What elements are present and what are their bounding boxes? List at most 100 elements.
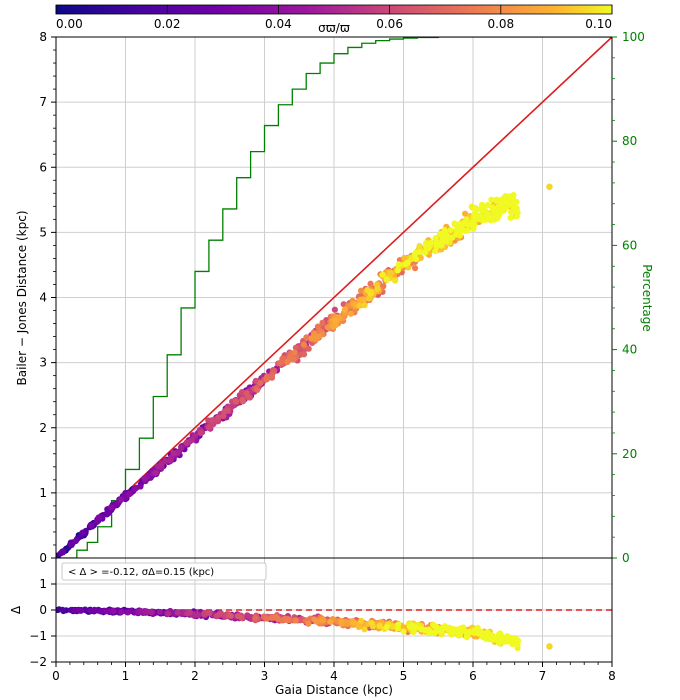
scatter-point bbox=[402, 261, 409, 268]
scatter-point bbox=[292, 344, 300, 351]
scatter-point bbox=[408, 255, 415, 263]
scatter-point bbox=[503, 203, 510, 210]
y-tick-label: −1 bbox=[29, 629, 47, 643]
scatter-point bbox=[331, 317, 338, 324]
colorbar-label: σϖ/ϖ bbox=[318, 21, 350, 35]
percentage-tick-label: 0 bbox=[622, 551, 630, 565]
scatter-point bbox=[205, 424, 213, 431]
scatter-point bbox=[365, 295, 373, 302]
residual-point bbox=[87, 607, 94, 614]
x-tick-label: 2 bbox=[191, 669, 199, 683]
scatter-point bbox=[438, 241, 445, 248]
colorbar-gradient bbox=[55, 4, 613, 15]
x-tick-label: 7 bbox=[539, 669, 547, 683]
scatter-point bbox=[498, 199, 505, 206]
scatter-point bbox=[452, 231, 460, 238]
scatter-point bbox=[197, 430, 204, 437]
residual-point bbox=[186, 609, 193, 616]
scatter-point bbox=[257, 380, 264, 387]
scatter-point bbox=[459, 226, 466, 234]
scatter-point bbox=[488, 196, 495, 203]
scatter-point bbox=[239, 398, 247, 405]
scatter-point bbox=[451, 220, 458, 227]
residual-point bbox=[431, 623, 438, 630]
y-tick-label: 1 bbox=[39, 577, 47, 591]
residual-scatter-points bbox=[56, 606, 553, 651]
x-axis-label: Gaia Distance (kpc) bbox=[275, 683, 393, 697]
scatter-point bbox=[413, 255, 420, 263]
x-tick-label: 8 bbox=[608, 669, 616, 683]
residual-point bbox=[390, 623, 397, 630]
scatter-point bbox=[215, 414, 222, 421]
y-tick-label: 0 bbox=[39, 603, 47, 617]
scatter-point bbox=[394, 267, 401, 274]
scatter-point bbox=[158, 460, 166, 467]
scatter-point bbox=[383, 276, 390, 283]
scatter-point bbox=[232, 398, 240, 405]
residual-point bbox=[174, 609, 181, 616]
y-tick-label: −2 bbox=[29, 655, 47, 669]
residual-point bbox=[216, 610, 223, 618]
scatter-point bbox=[315, 333, 323, 340]
main-y-axis-label: Bailer − Jones Distance (kpc) bbox=[15, 210, 29, 385]
residual-point bbox=[400, 628, 407, 635]
scatter-point bbox=[472, 204, 479, 212]
scatter-point bbox=[427, 239, 434, 246]
residual-point bbox=[358, 617, 365, 625]
scatter-point bbox=[152, 469, 159, 477]
scatter-point bbox=[284, 358, 291, 366]
residual-point bbox=[156, 608, 164, 616]
scatter-point bbox=[131, 485, 138, 493]
scatter-point bbox=[513, 198, 520, 206]
scatter-point bbox=[263, 376, 270, 383]
scatter-point bbox=[308, 335, 315, 342]
scatter-point bbox=[268, 373, 275, 380]
scatter-point bbox=[167, 457, 174, 464]
percentage-tick-label: 100 bbox=[622, 30, 645, 44]
scatter-point bbox=[126, 491, 133, 498]
x-tick-label: 5 bbox=[400, 669, 408, 683]
residual-point bbox=[505, 636, 512, 644]
scatter-point bbox=[392, 277, 399, 284]
residual-point bbox=[320, 616, 327, 623]
residual-point bbox=[453, 627, 460, 635]
colorbar-tick-label: 0.00 bbox=[56, 17, 83, 31]
x-tick-label: 3 bbox=[261, 669, 269, 683]
scatter-point bbox=[367, 280, 374, 287]
residual-point bbox=[482, 630, 489, 637]
scatter-point bbox=[72, 538, 79, 545]
residual-point bbox=[292, 617, 299, 624]
scatter-point bbox=[502, 193, 509, 200]
main-axis-ticks: 0 1 2 3 4 5 6 7 8 bbox=[39, 30, 56, 565]
residual-point bbox=[361, 626, 368, 633]
residual-point bbox=[498, 633, 505, 640]
scatter-point bbox=[291, 349, 298, 356]
scatter-point bbox=[464, 227, 471, 234]
residual-point bbox=[274, 615, 282, 623]
scatter-point bbox=[356, 302, 363, 309]
residual-point bbox=[355, 623, 362, 631]
scatter-point bbox=[417, 254, 424, 261]
scatter-point bbox=[277, 359, 284, 366]
scatter-point bbox=[300, 341, 307, 348]
percentage-axis-ticks: 0 20 40 60 80 100 bbox=[612, 30, 645, 565]
scatter-point bbox=[507, 208, 515, 216]
colorbar-tick-label: 0.04 bbox=[265, 17, 292, 31]
residual-y-axis-label: Δ bbox=[9, 605, 23, 614]
residual-point bbox=[234, 612, 242, 620]
residual-point bbox=[206, 609, 213, 617]
scatter-point bbox=[79, 529, 86, 536]
scatter-point bbox=[469, 218, 476, 226]
scatter-point bbox=[347, 310, 354, 317]
residual-point bbox=[327, 618, 334, 625]
colorbar-tick-label: 0.08 bbox=[487, 17, 514, 31]
percentage-tick-label: 40 bbox=[622, 343, 637, 357]
scatter-point bbox=[95, 514, 102, 521]
scatter-point bbox=[367, 290, 374, 297]
scatter-point bbox=[447, 227, 454, 234]
scatter-point bbox=[507, 214, 514, 222]
x-tick-label: 0 bbox=[52, 669, 60, 683]
residual-point bbox=[368, 619, 375, 627]
scatter-point bbox=[331, 306, 338, 313]
